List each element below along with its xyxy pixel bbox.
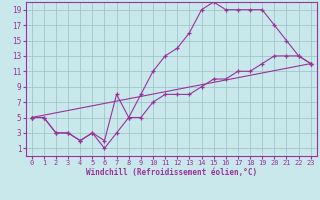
X-axis label: Windchill (Refroidissement éolien,°C): Windchill (Refroidissement éolien,°C) xyxy=(86,168,257,177)
